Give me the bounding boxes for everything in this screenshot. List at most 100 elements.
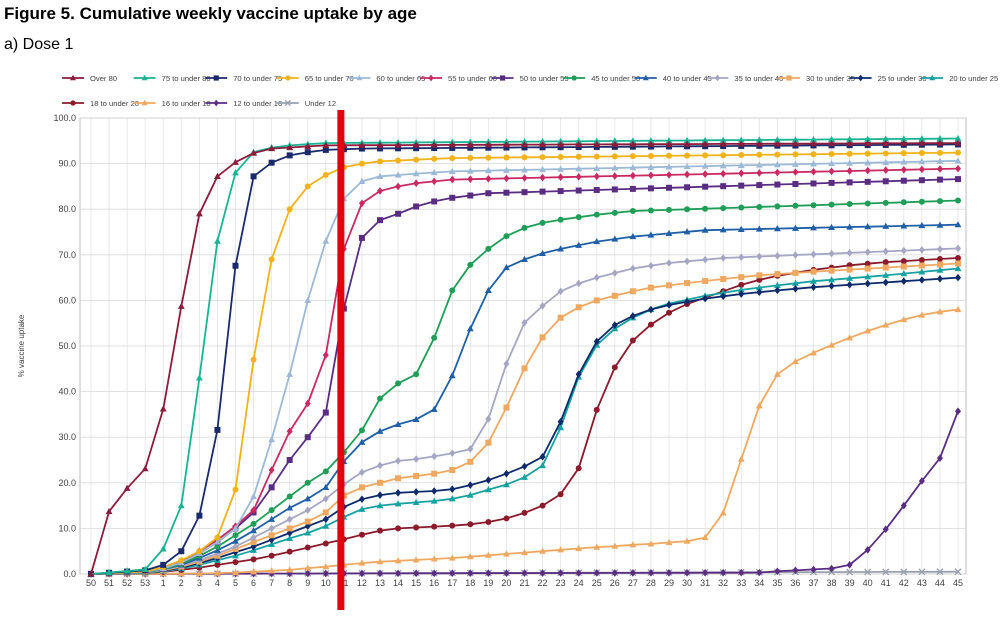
- data-point-16-to-under-18: [214, 569, 221, 576]
- data-point-20-to-under-25: [466, 491, 474, 498]
- data-point-25-to-under-30: [413, 488, 420, 496]
- data-point-30-to-under-35: [304, 518, 311, 525]
- legend-swatch-marker: [642, 74, 649, 81]
- data-point-55-to-under-60: [268, 466, 275, 474]
- data-point-30-to-under-35: [395, 475, 402, 482]
- series-over-80: [87, 139, 962, 577]
- data-point-over-80: [322, 141, 330, 148]
- legend-swatch-marker: [858, 74, 864, 82]
- legend-swatch-marker: [714, 74, 720, 82]
- data-point-40-to-under-45: [557, 245, 565, 252]
- data-point-55-to-under-60: [882, 166, 889, 174]
- data-point-30-to-under-35: [557, 314, 564, 321]
- data-point-60-to-under-65: [683, 162, 691, 170]
- legend-label: 55 to under 60: [448, 74, 497, 83]
- data-point-35-to-under-40: [485, 415, 492, 423]
- data-point-60-to-under-65: [358, 177, 366, 184]
- data-point-under-12: [918, 568, 926, 576]
- data-point-30-to-under-35: [936, 261, 943, 268]
- data-point-60-to-under-65: [376, 172, 384, 179]
- data-point-45-to-under-50: [557, 216, 564, 223]
- data-point-40-to-under-45: [936, 221, 944, 228]
- series-35-to-under-40: [88, 244, 961, 578]
- data-point-60-to-under-65: [882, 158, 890, 165]
- data-point-16-to-under-18: [484, 551, 492, 558]
- data-point-55-to-under-60: [557, 173, 564, 182]
- legend-item-70-to-under-75: 70 to under 75: [205, 74, 282, 83]
- data-point-18-to-under-20: [449, 522, 456, 529]
- x-tick-label: 41: [881, 578, 891, 588]
- data-point-45-to-under-50: [214, 543, 221, 550]
- data-point-over-80: [810, 140, 817, 147]
- legend-label: 45 to under 50: [591, 74, 640, 83]
- data-point-40-to-under-45: [322, 483, 330, 490]
- data-point-over-80: [665, 140, 673, 147]
- data-point-20-to-under-25: [900, 270, 908, 277]
- data-point-25-to-under-30: [539, 453, 546, 461]
- legend-item-75-to-under-80: 75 to under 80: [133, 74, 211, 83]
- legend-item-over-80: Over 80: [62, 74, 117, 83]
- data-point-35-to-under-40: [557, 287, 564, 296]
- data-point-over-80: [141, 465, 149, 472]
- data-point-18-to-under-20: [322, 540, 329, 547]
- data-point-over-80: [394, 141, 402, 148]
- x-tick-label: 21: [519, 578, 529, 588]
- data-point-40-to-under-45: [665, 229, 673, 236]
- data-point-35-to-under-40: [286, 515, 293, 524]
- data-point-45-to-under-50: [449, 287, 456, 294]
- x-tick-label: 28: [646, 578, 656, 588]
- data-point-75-to-under-80: [665, 137, 673, 144]
- legend-label: 16 to under 18: [162, 99, 211, 108]
- y-tick-label: 0.0: [63, 569, 76, 579]
- legend-swatch-marker: [213, 75, 219, 81]
- data-point-16-to-under-18: [792, 357, 799, 365]
- data-point-16-to-under-18: [195, 569, 203, 577]
- data-point-75-to-under-80: [611, 137, 619, 144]
- data-point-65-to-under-70: [629, 153, 636, 160]
- data-point-25-to-under-30: [918, 276, 925, 284]
- data-point-35-to-under-40: [250, 533, 257, 542]
- data-point-over-80: [954, 139, 962, 146]
- data-point-over-80: [539, 140, 546, 148]
- x-tick-label: 40: [863, 578, 873, 588]
- data-point-40-to-under-45: [430, 405, 438, 412]
- legend-label: 50 to under 55: [520, 74, 569, 83]
- data-point-16-to-under-18: [448, 554, 456, 561]
- data-point-60-to-under-65: [611, 164, 619, 171]
- data-point-50-to-under-55: [738, 182, 745, 189]
- data-point-18-to-under-20: [485, 519, 492, 526]
- data-point-18-to-under-20: [413, 524, 420, 531]
- data-point-30-to-under-35: [413, 472, 420, 479]
- legend-swatch-marker: [284, 99, 291, 107]
- data-point-65-to-under-70: [611, 153, 618, 160]
- data-point-40-to-under-45: [521, 255, 528, 262]
- data-point-50-to-under-55: [268, 484, 275, 491]
- data-point-16-to-under-18: [304, 564, 312, 571]
- y-tick-label: 70.0: [58, 250, 76, 260]
- data-point-25-to-under-30: [702, 294, 709, 303]
- x-tick-label: 35: [772, 578, 782, 588]
- data-point-70-to-under-75: [232, 262, 239, 269]
- data-point-12-to-under-16: [955, 407, 961, 416]
- data-point-75-to-under-80: [159, 545, 167, 552]
- data-point-30-to-under-35: [539, 334, 546, 341]
- data-point-70-to-under-75: [449, 144, 456, 151]
- data-point-35-to-under-40: [936, 245, 943, 253]
- data-point-70-to-under-75: [377, 145, 383, 152]
- data-point-over-80: [232, 158, 239, 165]
- data-point-over-80: [936, 139, 944, 146]
- data-point-16-to-under-18: [268, 567, 276, 574]
- data-point-70-to-under-75: [304, 149, 311, 156]
- data-point-60-to-under-65: [737, 161, 745, 168]
- data-point-12-to-under-16: [738, 568, 745, 577]
- data-point-60-to-under-65: [810, 160, 817, 167]
- data-point-35-to-under-40: [413, 455, 420, 463]
- data-point-50-to-under-55: [810, 180, 817, 187]
- x-tick-label: 31: [700, 578, 710, 588]
- data-point-25-to-under-30: [810, 283, 817, 291]
- data-point-70-to-under-75: [268, 159, 275, 166]
- data-point-over-80: [575, 140, 583, 148]
- legend-swatch-marker: [571, 75, 577, 81]
- data-point-55-to-under-60: [413, 179, 420, 188]
- data-point-35-to-under-40: [304, 506, 311, 514]
